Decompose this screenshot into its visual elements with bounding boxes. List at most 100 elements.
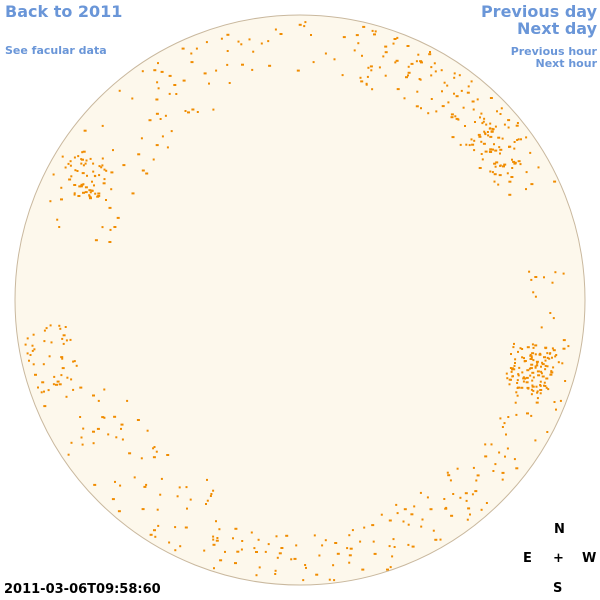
- facula-point: [121, 438, 124, 441]
- facula-point: [140, 137, 143, 140]
- facula-point: [348, 554, 352, 557]
- facula-point: [69, 164, 72, 167]
- facula-point: [212, 108, 215, 111]
- facula-point: [122, 164, 126, 167]
- facula-point: [255, 574, 258, 577]
- facula-point: [517, 374, 520, 377]
- facula-point: [82, 150, 86, 153]
- facula-point: [62, 342, 65, 345]
- facula-point: [101, 164, 104, 167]
- facula-point: [60, 198, 63, 201]
- facula-point: [79, 185, 83, 188]
- facula-point: [264, 550, 267, 553]
- facula-point: [478, 167, 482, 169]
- facula-point: [94, 192, 97, 195]
- facula-point: [49, 324, 52, 327]
- facula-point: [498, 146, 501, 149]
- facula-point: [28, 359, 30, 362]
- facula-point: [534, 353, 537, 356]
- facula-point: [380, 513, 383, 516]
- facula-point: [81, 443, 84, 446]
- facula-point: [80, 162, 83, 165]
- facula-point: [490, 130, 494, 133]
- facula-point: [502, 165, 505, 168]
- facula-point: [516, 122, 519, 124]
- facula-point: [510, 378, 512, 381]
- facula-point: [276, 556, 279, 559]
- previous-day-link[interactable]: Previous day: [480, 2, 597, 21]
- facula-point: [55, 383, 58, 386]
- facula-point: [484, 150, 488, 153]
- facula-point: [212, 538, 215, 541]
- facula-point: [67, 162, 70, 165]
- facula-point: [530, 356, 533, 359]
- facula-point: [530, 414, 533, 417]
- facula-point: [168, 74, 172, 77]
- facula-point: [528, 270, 531, 273]
- facula-point: [499, 417, 502, 420]
- see-facular-data-link[interactable]: See facular data: [5, 44, 107, 57]
- facula-point: [514, 161, 517, 164]
- facula-point: [430, 98, 433, 100]
- facula-point: [58, 226, 61, 228]
- facula-point: [443, 81, 446, 84]
- facula-point: [550, 370, 553, 373]
- facula-point: [66, 376, 69, 379]
- facula-point: [471, 143, 475, 146]
- next-day-link[interactable]: Next day: [517, 19, 597, 38]
- facula-point: [357, 42, 360, 45]
- facula-point: [517, 160, 521, 163]
- facula-point: [540, 326, 543, 329]
- facula-point: [226, 63, 229, 66]
- facula-point: [81, 151, 84, 154]
- facula-point: [153, 446, 156, 448]
- facula-point: [73, 192, 76, 195]
- facula-point: [539, 392, 542, 395]
- facula-point: [489, 170, 492, 173]
- facula-point: [374, 30, 377, 33]
- facula-point: [513, 364, 516, 367]
- facula-point: [523, 360, 527, 362]
- facula-point: [395, 59, 399, 62]
- facula-point: [530, 393, 533, 396]
- facula-point: [131, 192, 135, 195]
- next-hour-link[interactable]: Next hour: [535, 57, 598, 70]
- facula-point: [175, 93, 178, 95]
- facula-point: [303, 25, 306, 28]
- facula-point: [384, 51, 388, 54]
- facula-point: [487, 134, 490, 137]
- facula-point: [540, 372, 543, 375]
- facula-point: [495, 161, 499, 164]
- facula-point: [332, 564, 335, 567]
- facula-point: [526, 412, 529, 415]
- facula-point: [82, 191, 85, 194]
- facula-point: [136, 419, 140, 421]
- facula-point: [92, 430, 95, 433]
- facula-point: [105, 169, 108, 172]
- facula-point: [83, 129, 87, 132]
- facula-point: [315, 573, 319, 576]
- previous-hour-link[interactable]: Previous hour: [510, 45, 597, 58]
- facula-point: [49, 200, 52, 203]
- facula-point: [58, 383, 62, 386]
- facula-point: [160, 477, 163, 480]
- facula-point: [179, 545, 182, 548]
- facula-point: [212, 535, 215, 538]
- facula-point: [530, 355, 533, 358]
- facula-point: [384, 45, 388, 48]
- facula-point: [31, 349, 34, 352]
- facula-point: [544, 359, 547, 362]
- facula-point: [59, 327, 62, 330]
- facula-point: [480, 153, 483, 155]
- facula-point: [166, 454, 170, 456]
- facula-point: [65, 395, 68, 398]
- facula-point: [535, 364, 538, 367]
- facula-point: [478, 135, 482, 138]
- facula-point: [559, 399, 562, 402]
- facula-point: [255, 551, 258, 553]
- facula-point: [534, 344, 538, 347]
- facula-point: [508, 383, 511, 386]
- back-to-year-link[interactable]: Back to 2011: [5, 2, 123, 21]
- facula-point: [388, 519, 392, 522]
- facula-point: [453, 76, 456, 79]
